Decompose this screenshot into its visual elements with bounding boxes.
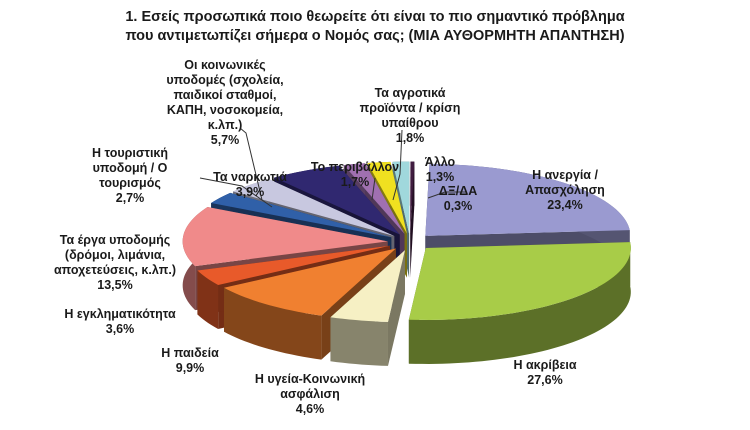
pie-slice-1	[408, 242, 631, 364]
label-ygeia: Η υγεία-Κοινωνική ασφάλιση 4,6%	[254, 372, 366, 416]
label-perivallon: Το περιβάλλον 1,7%	[310, 160, 400, 189]
label-agrotika: Τα αγροτικά προϊόντα / κρίση υπαίθρου 1,8%	[359, 86, 461, 145]
chart-title-line1: 1. Εσείς προσωπικά ποιο θεωρείτε ότι είν…	[125, 9, 625, 25]
label-paideia: Η παιδεία 9,9%	[161, 346, 219, 375]
label-akriveia: Η ακρίβεια 27,6%	[513, 358, 577, 387]
pie-slice-12	[410, 161, 415, 278]
label-dxda: ΔΞ/ΔΑ 0,3%	[438, 184, 478, 213]
chart-title: 1. Εσείς προσωπικά ποιο θεωρείτε ότι είν…	[0, 8, 750, 46]
label-anergia: Η ανεργία / Απασχόληση 23,4%	[525, 168, 605, 212]
chart-title-line2: που αντιμετωπίζει σήμερα ο Νομός σας; (Μ…	[125, 28, 625, 44]
label-koinonikes-ypodomes: Οι κοινωνικές υποδομές (σχολεία, παιδικοί …	[166, 58, 284, 147]
pie-slice-2	[330, 250, 405, 366]
label-egklimatikotita: Η εγκληματικότητα 3,6%	[64, 307, 176, 336]
label-narkotika: Τα ναρκωτιά 3,9%	[213, 170, 287, 199]
leader-lines	[199, 127, 466, 208]
label-allo: Άλλο 1,3%	[424, 155, 456, 184]
label-erga-ypodomis: Τα έργα υποδομής (δρόμοι, λιμάνια, αποχετε…	[53, 233, 176, 292]
